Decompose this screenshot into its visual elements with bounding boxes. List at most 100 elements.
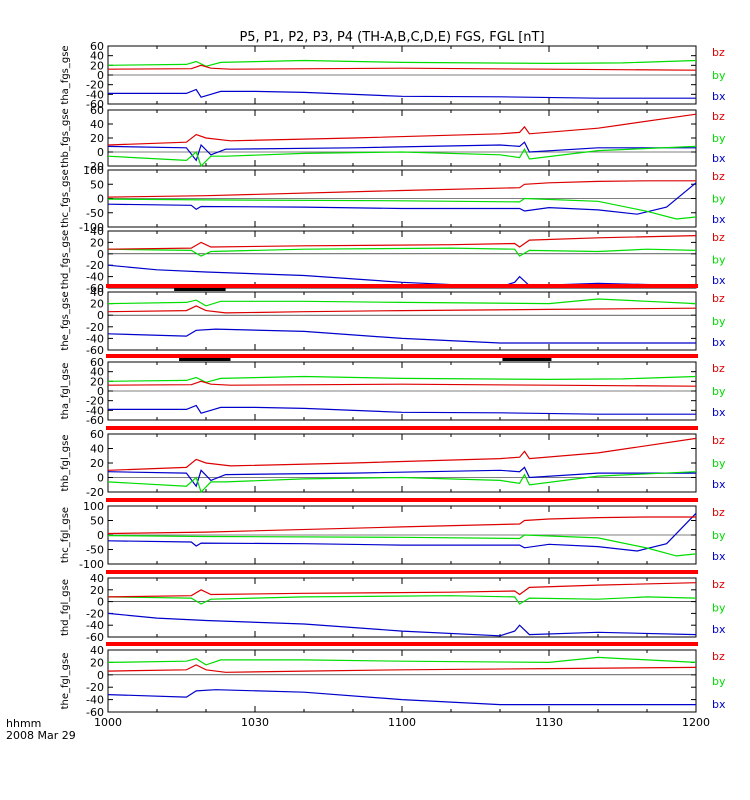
legend-by: by (712, 254, 726, 267)
legend-bx: bx (712, 406, 726, 419)
series-bz-line (107, 437, 697, 471)
series-bx-line (107, 689, 696, 706)
y-tick-label: 20 (90, 298, 104, 311)
mode-bar (106, 354, 698, 358)
legend-bz: bz (712, 506, 725, 519)
y-tick-label: -20 (86, 486, 104, 499)
y-tick-label: -20 (86, 607, 104, 620)
series-bx-line (107, 612, 697, 637)
y-tick-label: 60 (90, 428, 104, 441)
y-axis-label: thd_fgl_gse (60, 579, 71, 636)
legend-bx: bx (712, 698, 726, 711)
y-tick-label: 0 (97, 385, 104, 398)
x-label-line-2: 2008 Mar 29 (6, 729, 76, 742)
y-tick-label: -60 (86, 98, 104, 111)
y-tick-label: -100 (79, 221, 104, 234)
series-by-line (107, 375, 697, 383)
y-tick-label: 60 (90, 356, 104, 369)
y-tick-label: -20 (86, 395, 104, 408)
y-tick-label: 20 (90, 236, 104, 249)
coverage-segment (502, 358, 552, 361)
y-tick-label: 40 (90, 286, 104, 299)
y-axis-label: tha_fgs_gse (60, 45, 71, 104)
y-tick-label: 0 (97, 193, 104, 206)
y-axis-label: the_fgs_gse (60, 291, 71, 350)
mode-bar (106, 426, 698, 430)
y-tick-label: 0 (97, 669, 104, 682)
x-label-line-1: hhmm (6, 717, 41, 730)
y-tick-label: 50 (90, 178, 104, 191)
mode-bar (106, 284, 698, 288)
series-bz-line (107, 664, 697, 673)
coverage-segment (174, 288, 226, 291)
y-tick-label: 0 (97, 309, 104, 322)
panel-frame (107, 433, 697, 493)
series-by-line (107, 471, 697, 494)
x-tick-label: 1100 (388, 716, 416, 729)
y-axis-label: thd_fgs_gse (60, 230, 71, 289)
y-tick-label: 40 (90, 572, 104, 585)
legend-by: by (712, 457, 726, 470)
y-tick-label: 40 (90, 225, 104, 238)
y-tick-label: 100 (83, 500, 104, 513)
legend-by: by (712, 132, 726, 145)
y-tick-label: -60 (86, 631, 104, 644)
chart-title: P5, P1, P2, P3, P4 (TH-A,B,C,D,E) FGS, F… (239, 30, 544, 45)
series-by-line (107, 656, 697, 666)
series-bz-line (107, 380, 697, 387)
y-tick-label: 0 (97, 596, 104, 609)
x-tick-label: 1130 (535, 716, 563, 729)
y-tick-label: 40 (90, 50, 104, 63)
y-tick-label: -20 (86, 160, 104, 173)
x-tick-label: 1030 (241, 716, 269, 729)
series-bx-line (107, 141, 696, 162)
series-bx-line (108, 88, 696, 99)
legend-by: by (712, 602, 726, 615)
mode-bar (106, 498, 698, 502)
y-tick-label: -40 (86, 404, 104, 417)
y-tick-label: 60 (90, 40, 104, 53)
legend-bx: bx (712, 336, 726, 349)
y-tick-label: 20 (90, 375, 104, 388)
legend-by: by (712, 529, 726, 542)
legend-bx: bx (712, 550, 726, 563)
series-bx-line (107, 328, 696, 344)
y-tick-label: 40 (90, 443, 104, 456)
y-tick-label: 50 (90, 515, 104, 528)
y-axis-label: thc_fgs_gse (60, 169, 71, 228)
y-tick-label: 40 (90, 366, 104, 379)
y-tick-label: -100 (79, 558, 104, 571)
y-axis-label: thc_fgl_gse (60, 507, 71, 563)
y-tick-label: -40 (86, 694, 104, 707)
legend-bz: bz (712, 362, 725, 375)
y-tick-label: -40 (86, 271, 104, 284)
y-tick-label: 100 (83, 164, 104, 177)
panel-thc_fgl_gse: 100 500 -50-100 thc_fgl_gse bz by bx (60, 498, 726, 571)
y-tick-label: 40 (90, 118, 104, 131)
series-bx-line (107, 512, 697, 552)
y-tick-label: 20 (90, 457, 104, 470)
panel-frame (107, 230, 697, 289)
series-bx-line (107, 466, 696, 488)
legend-bz: bz (712, 46, 725, 59)
y-tick-label: -40 (86, 332, 104, 345)
mode-bar (106, 642, 698, 646)
series-bz-line (107, 113, 697, 146)
series-bx-line (107, 182, 697, 215)
series-by-line (107, 298, 697, 307)
legend-bx: bx (712, 152, 726, 165)
y-tick-label: -20 (86, 321, 104, 334)
y-tick-label: 20 (90, 132, 104, 145)
y-tick-label: -60 (86, 344, 104, 357)
y-tick-label: -20 (86, 681, 104, 694)
coverage-segment (179, 358, 231, 361)
y-tick-label: 0 (97, 529, 104, 542)
series-bz-line (107, 235, 697, 250)
y-tick-label: -20 (86, 259, 104, 272)
